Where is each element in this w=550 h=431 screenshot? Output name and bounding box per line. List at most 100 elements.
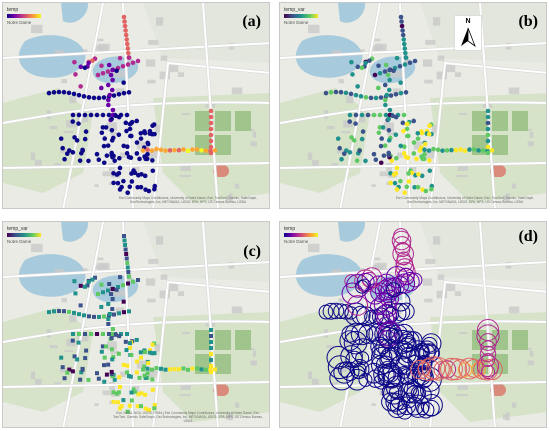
- sensor-marker: [123, 28, 128, 33]
- sensor-marker: [391, 68, 396, 74]
- sensor-marker: [99, 282, 104, 287]
- sensor-marker: [137, 375, 142, 380]
- sensor-marker: [476, 354, 500, 378]
- sensor-marker: [401, 128, 406, 134]
- sensor-marker: [125, 62, 131, 67]
- sensor-marker: [123, 339, 128, 344]
- sensor-marker: [352, 362, 367, 377]
- sensor-marker: [158, 147, 164, 153]
- sensor-marker: [62, 309, 66, 314]
- sensor-marker: [379, 136, 385, 141]
- sensor-marker: [401, 37, 406, 42]
- sensor-marker: [167, 148, 173, 153]
- sensor-marker: [70, 338, 75, 343]
- sensor-marker: [145, 147, 150, 153]
- sensor-marker: [208, 120, 214, 126]
- sensor-marker: [51, 90, 57, 95]
- sensor-marker: [396, 403, 413, 420]
- sensor-marker: [489, 148, 495, 153]
- sensor-marker: [377, 70, 383, 76]
- sensor-marker: [134, 151, 140, 156]
- sensor-marker: [323, 90, 329, 96]
- sensor-marker: [172, 367, 177, 372]
- sensor-marker: [369, 275, 388, 295]
- sensor-marker: [127, 274, 132, 279]
- sensor-marker: [124, 37, 129, 42]
- sensor-marker: [399, 19, 404, 24]
- sensor-marker: [358, 324, 378, 344]
- sensor-marker: [146, 361, 151, 366]
- sensor-marker: [412, 58, 418, 64]
- sensor-marker: [74, 138, 80, 143]
- sensor-marker: [349, 135, 354, 140]
- sensor-marker: [125, 261, 130, 265]
- sensor-marker: [70, 112, 76, 118]
- sensor-marker: [485, 114, 491, 120]
- sensor-marker: [427, 158, 432, 163]
- sensor-marker: [72, 354, 77, 359]
- sensor-marker: [127, 126, 133, 132]
- map-panel-b[interactable]: temp_var Notre Dame (b) N Esri Community Map…: [279, 2, 547, 209]
- sensor-marker: [383, 382, 405, 405]
- sensor-marker: [124, 252, 129, 256]
- sensor-marker: [116, 351, 121, 356]
- sensor-marker: [356, 272, 375, 291]
- sensor-marker: [415, 131, 421, 136]
- sensor-marker: [385, 266, 409, 289]
- sensor-marker: [349, 59, 354, 65]
- sensor-marker: [402, 62, 408, 67]
- sensor-marker: [392, 180, 398, 186]
- sensor-marker: [381, 392, 401, 412]
- map-panel-a[interactable]: temp Notre Dame (a) Esri Community Maps Con…: [2, 2, 270, 209]
- basemap-svg: [3, 3, 269, 208]
- sensor-marker: [386, 87, 392, 93]
- sensor-marker: [159, 366, 163, 371]
- sensor-marker: [134, 337, 139, 342]
- sensor-marker: [71, 332, 75, 336]
- sensor-marker: [77, 158, 83, 163]
- sensor-marker: [385, 72, 391, 78]
- sensor-marker: [440, 357, 463, 381]
- sensor-marker: [431, 146, 436, 152]
- sensor-marker: [440, 148, 445, 153]
- sensor-marker: [360, 129, 366, 134]
- sensor-marker: [126, 373, 131, 378]
- sensor-marker: [401, 151, 407, 156]
- map-panel-d[interactable]: temp Notre Dame (d): [279, 221, 547, 428]
- sensor-marker: [393, 91, 399, 97]
- sensor-marker: [77, 312, 81, 317]
- sensor-marker: [152, 403, 157, 408]
- sensor-marker: [60, 365, 65, 370]
- sensor-marker: [136, 392, 141, 397]
- sensor-marker: [147, 348, 152, 353]
- sensor-marker: [60, 145, 66, 151]
- sensor-marker: [444, 358, 468, 381]
- sensor-marker: [100, 125, 106, 130]
- sensor-marker: [213, 367, 217, 372]
- sensor-marker: [394, 165, 400, 171]
- sensor-marker: [427, 168, 433, 174]
- sensor-marker: [62, 376, 67, 381]
- sensor-marker: [435, 147, 441, 153]
- sensor-marker: [106, 62, 112, 68]
- legend-title: temp_var: [284, 7, 305, 13]
- sensor-marker: [423, 188, 429, 194]
- sensor-marker: [46, 90, 52, 96]
- map-panel-c[interactable]: temp_var Notre Dame (c) Esri, NASA, NGA, US…: [2, 221, 270, 428]
- sensor-marker: [129, 390, 134, 395]
- sensor-marker: [462, 148, 468, 154]
- sensor-marker: [176, 147, 182, 153]
- sensor-marker: [353, 92, 359, 98]
- sensor-marker: [99, 304, 104, 309]
- sensor-marker: [64, 151, 70, 157]
- sensor-marker: [390, 329, 415, 354]
- sensor-marker: [154, 146, 159, 152]
- sensor-marker: [100, 112, 106, 118]
- sensor-marker: [404, 184, 410, 190]
- sensor-marker: [125, 144, 130, 150]
- sensor-marker: [406, 171, 411, 176]
- sensor-marker: [126, 281, 130, 286]
- sensor-marker: [109, 150, 114, 156]
- sensor-marker: [121, 398, 126, 403]
- sensor-marker: [411, 140, 417, 145]
